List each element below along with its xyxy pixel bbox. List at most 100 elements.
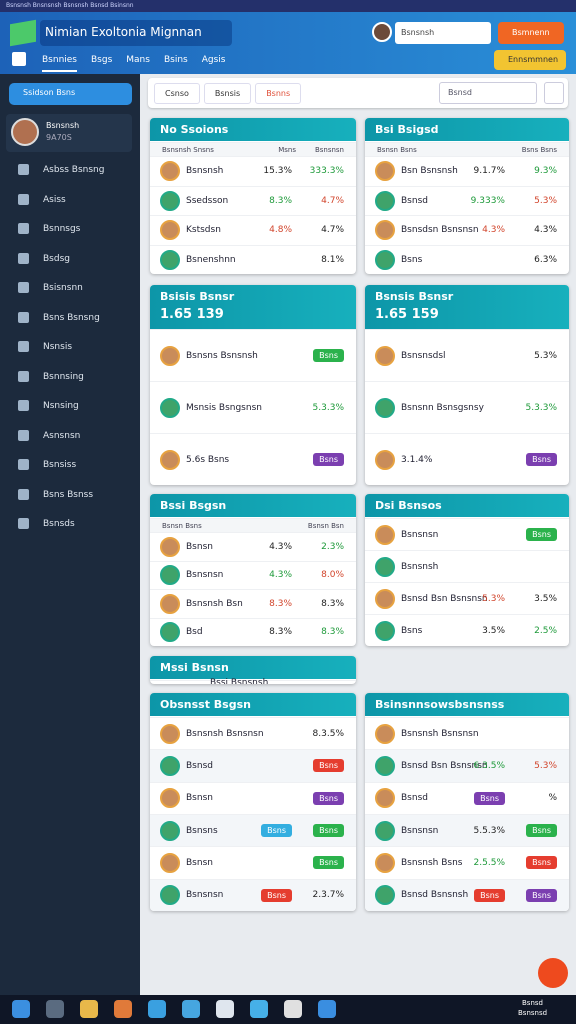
row-label: Bsnsnsh Bsnsnsn [186, 728, 264, 739]
taskbar-icon[interactable] [216, 1000, 234, 1018]
secondary-button[interactable]: Ennsmmnen [494, 50, 566, 70]
taskbar-icon[interactable] [46, 1000, 64, 1018]
row-badge[interactable]: Bsns [526, 453, 557, 466]
row-badge[interactable]: Bsns [526, 528, 557, 541]
panel-header: Bsinsnnsowsbsnsnss [365, 693, 569, 716]
row-label: Bsnsd Bsnsnsh [401, 890, 469, 901]
home-icon[interactable] [12, 52, 26, 66]
row-label: Bsnenshnn [186, 254, 236, 265]
taskbar-icon[interactable] [148, 1000, 166, 1018]
row-value: 5.3.3% [312, 402, 344, 413]
panel-head-row: Bsnsnsh Snsns Msns Bsnsnsn [150, 142, 356, 156]
row-label: Bsnsn [186, 793, 213, 804]
menu-item[interactable]: Asnsnsn [18, 429, 81, 441]
row-avatar [160, 593, 180, 614]
column-head: Bsnsnsn [314, 145, 344, 154]
nav-item[interactable]: Bsgs [91, 55, 113, 65]
menu-item[interactable]: Bsns Bsnss [18, 488, 93, 500]
taskbar-icon[interactable] [318, 1000, 336, 1018]
column-head: Bsnsnsh Snsns [162, 145, 214, 154]
nav-item[interactable]: Bsnnies [42, 52, 77, 72]
menu-item[interactable]: Bsnnsgs [18, 223, 80, 234]
row-badge[interactable]: Bsns [313, 759, 344, 773]
menu-icon [18, 400, 29, 411]
taskbar-icon[interactable] [80, 1000, 98, 1018]
toolbar-search[interactable]: Bsnsd [439, 82, 537, 104]
taskbar-icon[interactable] [250, 1000, 268, 1018]
tab[interactable]: Csnso [154, 83, 200, 104]
menu-icon [18, 488, 29, 500]
menu-item[interactable]: Bsnsiss [18, 459, 76, 470]
menu-item[interactable]: Nsnsis [18, 341, 72, 352]
clock-time: Bsnsd [522, 999, 543, 1007]
taskbar-icon[interactable] [114, 1000, 132, 1018]
toolbar-icon[interactable] [544, 82, 564, 104]
row-avatar [375, 885, 395, 906]
profile: Bsnsnsh 9A70S [6, 114, 132, 152]
row-label: Bsns [401, 625, 423, 636]
nav-item[interactable]: Mans [126, 55, 150, 65]
row-badge[interactable]: Bsns [313, 453, 344, 466]
row-avatar [160, 565, 180, 586]
row-value: 4.7% [321, 195, 344, 206]
menu-item[interactable]: Bsdsg [18, 252, 70, 264]
sidebar-button[interactable]: Ssidson Bsns [9, 83, 132, 105]
row-badge[interactable]: Bsns [261, 888, 292, 902]
row-badge[interactable]: Bsns [313, 856, 344, 870]
panel: Obsnsst Bsgsn Bsnsnsh Bsnsnsn 8.3.5% Bsnsd B… [150, 693, 356, 911]
row-label: Bsnsd Bsn Bsnsnsn [401, 760, 488, 771]
row-value: 2.3% [321, 541, 344, 552]
row-avatar [160, 723, 180, 744]
menu-label: Asnsnsn [43, 430, 81, 441]
row-value: 4.7% [321, 225, 344, 236]
tab[interactable]: Bsnns [255, 83, 302, 104]
tab[interactable]: Bsnsis [203, 83, 252, 104]
nav-item[interactable]: Agsis [201, 55, 226, 65]
row-label: Bssi Bsnsnsh [210, 677, 269, 685]
primary-button[interactable]: Bsmnenn [498, 22, 564, 44]
menu-item[interactable]: Asiss [18, 193, 66, 205]
taskbar-icon[interactable] [12, 1000, 30, 1018]
row-badge[interactable]: Bsns [474, 888, 505, 902]
taskbar-icon[interactable] [182, 1000, 200, 1018]
panel: Bsnsis Bsnsr 1.65 159 Bsnsnsdsl 5.3% Bsnsnn … [365, 285, 569, 485]
row-label: Bsnsdsn Bsnsnsn [401, 225, 479, 236]
row-badge[interactable]: Bsns [526, 856, 557, 870]
menu-item[interactable]: Bsns Bsnsng [18, 311, 100, 323]
row-value: 8.3.5% [312, 728, 344, 739]
search[interactable]: Bsnsnsh [395, 22, 491, 44]
menu-label: Nsnsing [43, 401, 79, 411]
row-badge[interactable]: Bsns [261, 824, 292, 838]
fab[interactable] [538, 958, 568, 988]
menu-item[interactable]: Bsisnsnn [18, 282, 83, 293]
row-value: 333.3% [309, 166, 344, 177]
row-label: Bsnsnsdsl [401, 350, 446, 361]
row-badge[interactable]: Bsns [313, 791, 344, 805]
row-badge[interactable]: Bsns [526, 888, 557, 902]
panel: Mssi Bsnsn Bssi Bsnsnsh [150, 656, 356, 684]
row-label: Ssedsson [186, 195, 229, 206]
menu-item[interactable]: Nsnsing [18, 400, 79, 411]
row-avatar [160, 161, 180, 182]
menu-item[interactable]: Asbss Bsnsng [18, 164, 104, 175]
menu-icon [18, 252, 29, 264]
row-label: Bsnsns Bsnsnsh [186, 350, 258, 361]
menu-label: Bsisnsnn [43, 283, 83, 293]
row-badge[interactable]: Bsns [526, 824, 557, 838]
row-badge[interactable]: Bsns [313, 824, 344, 838]
menu-icon [18, 459, 29, 470]
row-value: 2.3.7% [312, 890, 344, 901]
row-value: 4.3% [269, 541, 292, 552]
row-avatar [375, 345, 395, 366]
row-badge[interactable]: Bsns [313, 349, 344, 362]
panel-header: Obsnsst Bsgsn [150, 693, 356, 716]
row-badge[interactable]: Bsns [474, 791, 505, 805]
nav-item[interactable]: Bsins [163, 55, 188, 65]
panel: No Ssoions Bsnsnsh Snsns Msns Bsnsnsn Bsnsns… [150, 118, 356, 274]
menu-label: Asbss Bsnsng [43, 165, 105, 175]
taskbar-icon[interactable] [284, 1000, 302, 1018]
row-avatar [160, 397, 180, 418]
menu-item[interactable]: Bsnsds [18, 518, 75, 529]
panel-row: Bsnsns Bsnsnsh Bsns [150, 329, 356, 381]
menu-item[interactable]: Bsnnsing [18, 370, 84, 382]
